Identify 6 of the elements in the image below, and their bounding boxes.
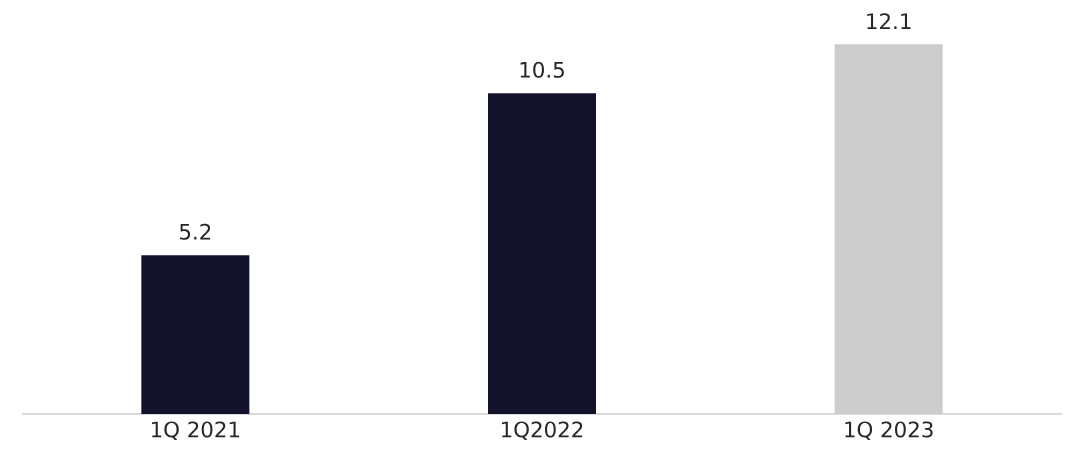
data-label: 10.5 <box>520 61 564 78</box>
data-label: 5.2 <box>180 223 211 240</box>
x-tick-label: 1Q 2021 <box>151 421 240 440</box>
x-tick-label: 1Q2022 <box>502 421 583 440</box>
x-tick-label: 1Q 2023 <box>845 421 933 440</box>
data-label: 12.1 <box>867 13 911 29</box>
